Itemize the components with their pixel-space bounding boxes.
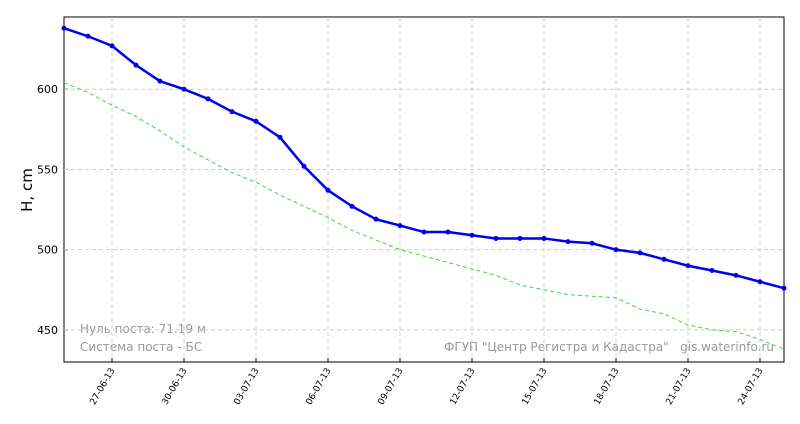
point — [685, 263, 691, 269]
point — [613, 247, 619, 253]
point — [61, 25, 67, 31]
point — [637, 250, 643, 256]
x-tick-label: 24-07-13 — [737, 367, 766, 407]
point — [373, 216, 379, 222]
point — [85, 33, 91, 39]
point — [517, 235, 523, 241]
series-line — [63, 82, 785, 350]
point — [325, 187, 331, 193]
point — [301, 163, 307, 169]
point — [397, 223, 403, 229]
x-tick-label: 09-07-13 — [377, 367, 406, 407]
x-tick-label: 21-07-13 — [665, 367, 694, 407]
x-tick-label: 06-07-13 — [305, 367, 334, 407]
x-tick-label: 15-07-13 — [521, 367, 550, 407]
point — [277, 134, 283, 140]
y-tick-label: 500 — [37, 244, 58, 257]
y-tick-label: 550 — [37, 163, 58, 176]
point — [589, 240, 595, 246]
point — [349, 203, 355, 209]
point — [229, 109, 235, 115]
y-tick-label: 450 — [37, 324, 58, 337]
point — [133, 62, 139, 68]
point — [493, 235, 499, 241]
point — [565, 239, 571, 245]
point — [709, 268, 715, 274]
x-tick-label: 03-07-13 — [233, 367, 262, 407]
annotation: Нуль поста: 71.19 м — [80, 322, 206, 336]
annotation: ФГУП "Центр Регистра и Кадастра" gis.wat… — [444, 340, 774, 354]
annotation: Система поста - БС — [80, 340, 202, 354]
point — [781, 285, 787, 291]
point — [421, 229, 427, 235]
plot-area — [63, 16, 785, 363]
y-axis-label: H, cm — [18, 168, 36, 212]
x-tick-label: 12-07-13 — [449, 367, 478, 407]
point — [109, 43, 115, 49]
point — [181, 86, 187, 92]
point — [205, 96, 211, 102]
y-tick-label: 600 — [37, 83, 58, 96]
point — [733, 272, 739, 278]
point — [253, 118, 259, 124]
point — [157, 78, 163, 84]
point — [661, 256, 667, 262]
point — [541, 235, 547, 241]
x-tick-label: 27-06-13 — [89, 367, 118, 407]
point — [445, 229, 451, 235]
x-tick-label: 30-06-13 — [161, 367, 190, 407]
point — [757, 279, 763, 285]
point — [469, 232, 475, 238]
x-tick-label: 18-07-13 — [593, 367, 622, 407]
